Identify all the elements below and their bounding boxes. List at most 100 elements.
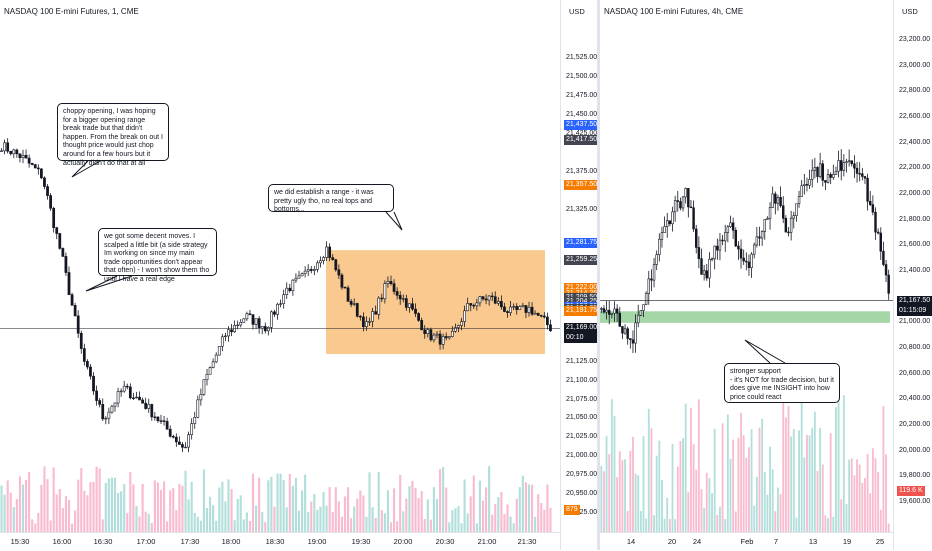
candle-body xyxy=(331,257,335,260)
note-decent-moves[interactable]: we got some decent moves. I scalped a li… xyxy=(98,228,217,283)
candle-body xyxy=(67,272,71,295)
time-tick: 24 xyxy=(692,537,702,546)
candle-body xyxy=(731,222,735,231)
chart-pane-4h[interactable]: NASDAQ 100 E-mini Futures, 4h, CME USD 2… xyxy=(600,0,932,550)
candle-body xyxy=(729,222,732,227)
note-stronger-support[interactable]: stronger support - it's NOT for trade de… xyxy=(724,363,840,403)
volume-bar xyxy=(264,522,267,532)
volume-bar xyxy=(618,451,621,532)
candle-body xyxy=(837,160,840,172)
candle-body xyxy=(73,305,77,317)
volume-bar xyxy=(426,499,429,532)
volume-bar xyxy=(251,473,255,532)
candle-body xyxy=(40,168,43,179)
volume-bar xyxy=(819,427,822,532)
candle-body xyxy=(884,264,888,276)
candle-body xyxy=(334,259,338,271)
candle-body xyxy=(493,296,497,304)
volume-bar xyxy=(763,471,766,532)
candle-body xyxy=(365,321,368,327)
time-tick: 20:00 xyxy=(393,537,413,546)
price-badge: 21,191.75 xyxy=(564,305,600,316)
volume-bar xyxy=(313,493,316,532)
note-range[interactable]: we did establish a range - it was pretty… xyxy=(268,184,394,213)
volume-bar xyxy=(734,511,737,532)
candle-body xyxy=(128,386,132,399)
price-badge: 21,357.50 xyxy=(564,180,600,191)
candlestick-chart-1min[interactable] xyxy=(0,0,597,550)
volume-bar xyxy=(89,482,92,532)
chart-pane-1min[interactable]: NASDAQ 100 E-mini Futures, 1, CME USD 21… xyxy=(0,0,600,551)
candle-body xyxy=(346,287,350,302)
candle-body xyxy=(168,428,172,437)
candle-body xyxy=(113,402,117,407)
volume-bar xyxy=(389,522,393,532)
time-tick: 7 xyxy=(773,537,779,546)
candle-body xyxy=(774,193,777,204)
candle-body xyxy=(401,298,405,300)
volume-bar xyxy=(86,495,89,532)
candle-body xyxy=(245,313,249,320)
candles xyxy=(0,138,552,453)
time-axis[interactable]: 14 20 24 Feb 7 13 19 25 xyxy=(600,532,893,551)
candle-body xyxy=(797,196,801,205)
volume-bar xyxy=(509,516,512,532)
volume-bar xyxy=(634,473,637,532)
candle-body xyxy=(834,170,838,175)
time-tick: 20:30 xyxy=(435,537,455,546)
candle-body xyxy=(518,306,522,310)
support-zone[interactable] xyxy=(600,311,890,323)
volume-bar xyxy=(346,487,350,532)
volume-bar xyxy=(34,523,37,532)
volume-bar xyxy=(848,459,851,532)
range-box[interactable] xyxy=(326,250,545,355)
volume-bar xyxy=(169,490,172,532)
volume-bar xyxy=(472,475,475,532)
candle-body xyxy=(716,245,719,251)
candle-body xyxy=(125,385,129,388)
volume-bar xyxy=(466,513,469,532)
price-badge: 21,259.25 xyxy=(564,254,600,265)
candle-body xyxy=(3,142,6,152)
candle-body xyxy=(27,157,31,164)
candle-body xyxy=(444,336,448,339)
candle-body xyxy=(92,375,95,392)
volume-bar xyxy=(766,494,769,532)
volume-bars xyxy=(600,395,890,532)
price-axis[interactable]: USD 21,525.00 21,500.00 21,475.00 21,450.00… xyxy=(560,0,600,550)
volume-bar xyxy=(365,517,368,532)
price-tick: 22,800.00 xyxy=(899,87,931,95)
volume-bar xyxy=(864,477,866,532)
note-choppy-opening[interactable]: choppy opening, I was hoping for a bigge… xyxy=(57,103,169,167)
candle-body xyxy=(279,303,282,305)
volume-bar xyxy=(116,492,120,532)
candle-body xyxy=(673,200,677,213)
volume-bar xyxy=(405,498,408,532)
volume-bar xyxy=(726,414,729,532)
candlestick-chart-4h[interactable] xyxy=(600,0,932,550)
volume-bar xyxy=(196,516,199,532)
volume-bar xyxy=(705,472,708,532)
candle-body xyxy=(141,399,144,404)
volume-bar xyxy=(679,441,682,532)
candle-body xyxy=(337,269,341,276)
candle-body xyxy=(684,188,687,198)
volume-bar xyxy=(850,458,853,532)
candle-body xyxy=(742,257,745,262)
price-badge: 21,222.00 xyxy=(564,283,600,294)
volume-bar xyxy=(737,437,740,532)
volume-bar xyxy=(267,480,270,532)
candle-body xyxy=(224,335,227,338)
volume-bar xyxy=(769,446,771,532)
volume-bar xyxy=(755,476,758,532)
volume-bar xyxy=(842,395,845,532)
price-tick: 21,025.00 xyxy=(566,433,598,441)
time-axis[interactable]: 15:30 16:00 16:30 17:00 17:30 18:00 18:30 19:00… xyxy=(0,532,560,551)
pane-divider[interactable] xyxy=(597,0,600,550)
price-axis[interactable]: USD 23,200.00 23,000.00 22,800.00 22,600.00… xyxy=(893,0,932,550)
time-tick: 19 xyxy=(842,537,852,546)
volume-bar xyxy=(28,471,31,532)
candle-body xyxy=(652,264,656,281)
volume-bar xyxy=(626,510,629,532)
candle-body xyxy=(515,306,519,310)
